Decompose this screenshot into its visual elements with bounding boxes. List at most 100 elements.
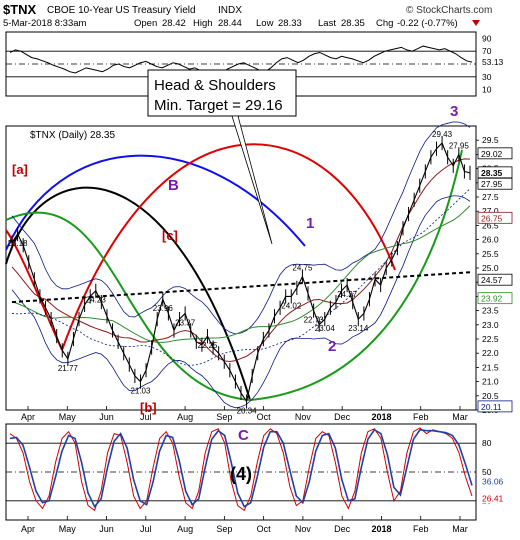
wave-label-1: 1 [306,215,314,232]
price-current-label: 24.57 [481,275,503,285]
price-tick-label: 23.0 [482,320,499,330]
swing-label: 24.37 [337,290,358,299]
swing-label: 23.04 [315,324,336,333]
callout-line1: Head & Shoulders [154,77,276,94]
price-value-box [477,292,513,305]
stoch-fast-line [9,427,473,512]
wave-label-a: [a] [12,162,28,177]
stoch-x-label: Jul [140,524,152,534]
symbol-name: CBOE 10-Year US Treasury Yield [47,5,196,16]
high-value: 28.44 [218,18,242,29]
rsi-tick-label: 30 [482,72,492,82]
rsi-line [9,45,473,78]
price-tick-label: 29.5 [482,135,499,145]
price-x-label: 2018 [371,412,391,422]
stoch-value-box [478,475,514,487]
rsi-current-label: 53.13 [482,57,504,67]
stoch-x-label: Apr [21,524,35,534]
price-tick-label: 21.0 [482,377,499,387]
stoch-x-label: Sep [216,524,232,534]
stoch-tick-label: 50 [482,467,492,477]
stoch-x-label: Jun [99,524,114,534]
green-cycle-arc-left [5,211,251,401]
price-tick-label: 27.5 [482,192,499,202]
price-value-box [477,177,513,190]
swing-label: 24.02 [281,301,302,310]
price-value-box [477,400,513,413]
swing-label: 29.43 [432,130,453,139]
stoch-current-label: 26.41 [482,494,504,504]
wave-label-B: B [168,177,179,194]
swing-label: 22.73 [304,316,325,325]
datetime: 5-Mar-2018 8:33am [3,18,87,29]
price-panel-title: $TNX (Daily) 28.35 [30,130,115,141]
rsi-value-box [478,55,514,67]
price-x-label: Oct [257,412,272,422]
stoch-x-label: Nov [295,524,312,534]
wave-label-c: [c] [162,228,178,243]
price-x-label: Apr [21,412,35,422]
price-current-label: 28.35 [481,168,503,178]
swing-label: 24.23 [86,296,107,305]
price-value-box [477,211,513,224]
price-value-box [477,273,513,286]
high-label: High [193,18,213,29]
swing-label: 20.34 [237,406,258,415]
swing-label: 23.14 [348,324,369,333]
swing-label: 23.37 [175,318,196,327]
price-current-label: 27.95 [481,179,503,189]
swing-label: 23.96 [153,304,174,313]
wave-label-4: (4) [230,464,252,484]
price-x-label: Jun [99,412,114,422]
exchange-label: INDX [218,5,242,16]
swing-label: 27.95 [449,141,470,150]
wave-label-C: C [238,427,249,444]
callout-pointer [231,115,273,245]
stoch-x-label: May [59,524,77,534]
callout-box [147,69,297,117]
watermark: © StockCharts.com [406,5,492,16]
open-value: 28.42 [162,18,186,29]
price-tick-label: 20.5 [482,391,499,401]
wave-label-3: 3 [450,103,458,120]
stoch-x-label: Feb [413,524,429,534]
wave-label-b: [b] [140,400,157,415]
stoch-x-label: Mar [452,524,468,534]
price-x-label: Nov [295,412,312,422]
swing-label: 21.03 [130,387,151,396]
black-cycle-arc [5,186,251,401]
price-x-label: Sep [216,412,232,422]
stoch-tick-label: 80 [482,438,492,448]
last-label: Last [318,18,336,29]
price-tick-label: 23.5 [482,306,499,316]
price-tick-label: 25.5 [482,249,499,259]
red-cycle-arc-left [5,229,63,351]
stoch-x-label: Oct [257,524,272,534]
symbol-title: $TNX [3,2,37,17]
swing-label: 21.77 [58,364,79,373]
stoch-slow-line [9,428,473,509]
green-cycle-arc-right [249,149,463,401]
chg-label: Chg [376,18,393,29]
stoch-current-label: 36.06 [482,476,504,486]
stoch-value-box [478,492,514,504]
last-value: 28.35 [341,18,365,29]
swing-label: 22.25 [197,341,218,350]
ma-200-line [11,205,471,343]
price-tick-label: 26.5 [482,220,499,230]
swing-label: 24.75 [292,264,313,273]
chg-value: -0.22 (-0.77%) [397,18,458,29]
swing-label: 26.18 [8,239,29,248]
price-x-label: Jul [140,412,152,422]
price-x-label: Aug [177,412,193,422]
wave-label-2: 2 [328,338,336,355]
price-tick-label: 25.0 [482,263,499,273]
price-x-label: Dec [334,412,351,422]
rsi-tick-label: 10 [482,85,492,95]
stoch-x-label: Dec [334,524,351,534]
stoch-x-label: Aug [177,524,193,534]
price-tick-label: 21.5 [482,362,499,372]
price-current-label: 20.11 [481,402,502,412]
price-current-label: 29.02 [481,149,503,159]
